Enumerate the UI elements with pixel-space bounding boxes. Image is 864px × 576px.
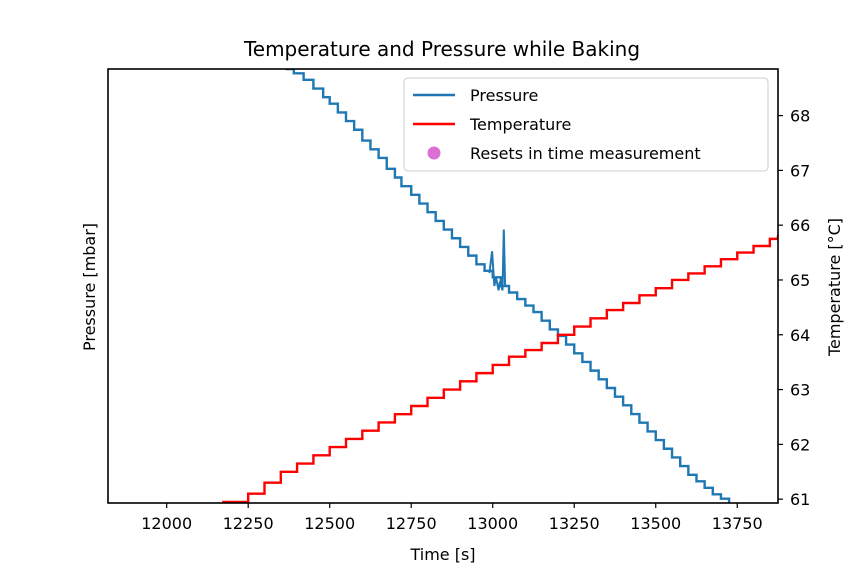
right-y-tick-label: 66 xyxy=(790,216,810,235)
x-tick-label: 12750 xyxy=(386,514,437,533)
x-tick-label: 13250 xyxy=(549,514,600,533)
x-axis-label: Time [s] xyxy=(409,545,475,564)
legend-label-pressure: Pressure xyxy=(470,86,538,105)
right-y-tick-label: 68 xyxy=(790,107,810,126)
x-tick-label: 13000 xyxy=(467,514,518,533)
chart-title: Temperature and Pressure while Baking xyxy=(243,37,640,61)
pressure-series-line xyxy=(285,69,731,503)
left-y-axis-label: Pressure [mbar] xyxy=(80,223,99,351)
plot-frame xyxy=(107,68,779,504)
right-y-tick-label: 61 xyxy=(790,490,810,509)
right-y-tick-label: 67 xyxy=(790,161,810,180)
right-y-tick-label: 63 xyxy=(790,381,810,400)
right-y-axis-label: Temperature [°C] xyxy=(825,218,844,357)
legend-label-resets: Resets in time measurement xyxy=(470,144,701,163)
legend-box xyxy=(403,77,769,172)
right-y-tick-label: 64 xyxy=(790,326,810,345)
right-y-tick-label: 62 xyxy=(790,435,810,454)
x-tick-label: 12000 xyxy=(141,514,192,533)
temperature-series-line xyxy=(222,235,778,503)
x-tick-label: 12250 xyxy=(223,514,274,533)
legend: Pressure Temperature Resets in time meas… xyxy=(403,77,769,172)
x-tick-label: 13500 xyxy=(630,514,681,533)
x-tick-label: 13750 xyxy=(712,514,763,533)
legend-label-temperature: Temperature xyxy=(469,115,571,134)
x-tick-label: 12500 xyxy=(304,514,355,533)
pressure-spike xyxy=(488,229,507,291)
x-axis-ticks: 12000 12250 12500 12750 13000 13250 13500 13750 xyxy=(141,503,763,533)
right-y-tick-label: 65 xyxy=(790,271,810,290)
right-y-axis-ticks: 61 62 63 64 65 66 67 68 xyxy=(778,107,810,509)
series-layer xyxy=(222,69,778,503)
legend-swatch-resets xyxy=(427,146,441,160)
